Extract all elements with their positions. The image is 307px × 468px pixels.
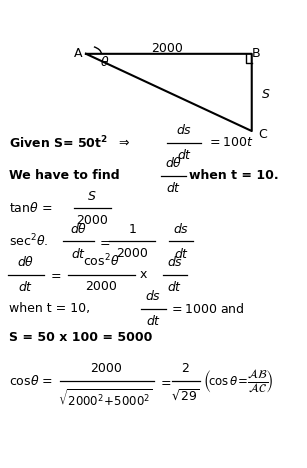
Text: $d\theta$: $d\theta$ [70,222,87,236]
Text: $\sqrt{2000^2\!+\!5000^2}$: $\sqrt{2000^2\!+\!5000^2}$ [59,388,153,410]
Text: $= 100t$: $= 100t$ [207,136,254,149]
Text: $=$: $=$ [97,235,111,248]
Text: $\theta$: $\theta$ [100,55,109,69]
Text: A: A [74,47,83,60]
Text: $ds$: $ds$ [167,255,183,269]
Text: $dt$: $dt$ [146,314,161,329]
Text: S: S [262,88,270,101]
Text: $S$: $S$ [87,190,97,203]
Text: $1$: $1$ [128,223,136,236]
Text: $=$: $=$ [158,375,172,388]
Text: Given S= 50t$^{\mathbf{2}}$  $\Rightarrow$: Given S= 50t$^{\mathbf{2}}$ $\Rightarrow… [9,134,130,151]
Text: $dt$: $dt$ [18,280,34,294]
Text: 2000: 2000 [151,42,183,55]
Text: when t = 10.: when t = 10. [189,169,278,182]
Text: $= 1000$ and: $= 1000$ and [169,302,244,316]
Text: $\left(\!\cos\theta\!=\!\dfrac{\mathcal{A}\mathcal{B}}{\mathcal{A}\mathcal{C}}\!: $\left(\!\cos\theta\!=\!\dfrac{\mathcal{… [203,368,273,395]
Text: $d\theta$: $d\theta$ [17,255,35,269]
Text: $dt$: $dt$ [173,247,189,261]
Text: $=$: $=$ [48,268,61,281]
Text: We have to find: We have to find [9,169,120,182]
Text: $dt$: $dt$ [167,280,183,294]
Text: $ds$: $ds$ [173,222,189,236]
Text: $dt$: $dt$ [71,247,86,261]
Text: B: B [252,47,261,60]
Text: $2$: $2$ [181,362,190,375]
Text: 2000: 2000 [90,362,122,375]
Text: 2000: 2000 [116,247,148,260]
Text: C: C [258,128,267,141]
Text: 2000: 2000 [76,214,108,227]
Text: S = 50 x 100 = 5000: S = 50 x 100 = 5000 [9,331,153,344]
Text: x: x [140,268,147,281]
Text: $ds$: $ds$ [176,123,192,137]
Text: sec$^2\theta$.: sec$^2\theta$. [9,233,49,250]
Text: $ds$: $ds$ [146,289,161,303]
Text: $dt$: $dt$ [177,148,192,162]
Text: cos$\theta$ =: cos$\theta$ = [9,374,53,388]
Text: $d\theta$: $d\theta$ [165,156,182,170]
Text: when t = 10,: when t = 10, [9,302,90,315]
Text: cos$^2\theta$: cos$^2\theta$ [83,253,119,269]
Text: tan$\theta$ =: tan$\theta$ = [9,201,52,215]
Text: $dt$: $dt$ [166,181,181,195]
Text: $\sqrt{29}$: $\sqrt{29}$ [171,388,200,403]
Text: 2000: 2000 [85,280,117,293]
